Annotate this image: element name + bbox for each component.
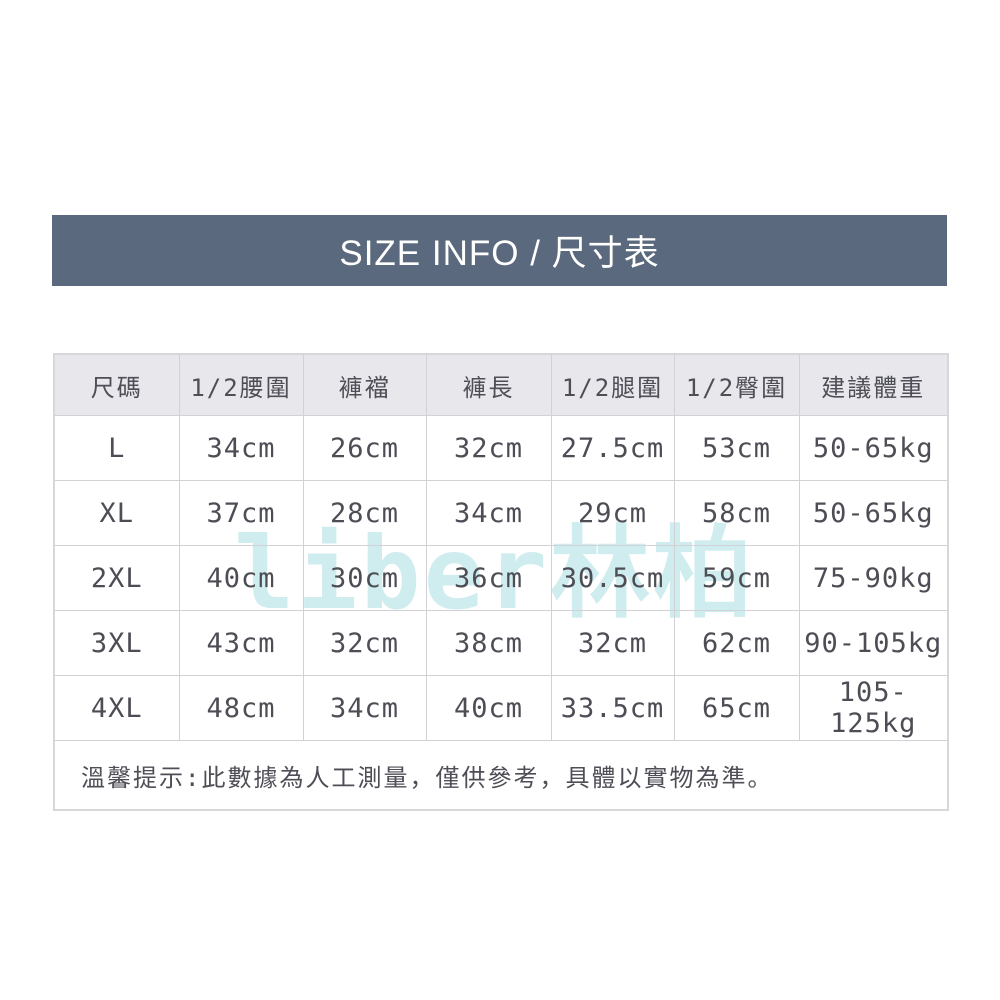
size-table-head: 尺碼 1/2腰圍 褲襠 褲長 1/2腿圍 1/2臀圍 建議體重: [53, 353, 949, 416]
table-row: L 34cm 26cm 32cm 27.5cm 53cm 50-65kg: [53, 415, 949, 481]
note-row: 溫馨提示:此數據為人工測量，僅供參考，具體以實物為準。: [53, 740, 949, 811]
size-cell: L: [53, 415, 180, 481]
size-cell: 2XL: [53, 545, 180, 611]
header-cell: 褲長: [425, 353, 552, 416]
header-cell: 1/2腰圍: [178, 353, 304, 416]
measure-cell: 30cm: [302, 545, 427, 611]
table-row: 2XL 40cm 30cm 36cm 30.5cm 59cm 75-90kg: [53, 545, 949, 611]
table-row: 3XL 43cm 32cm 38cm 32cm 62cm 90-105kg: [53, 610, 949, 676]
measure-cell: 27.5cm: [550, 415, 675, 481]
size-table-body: L 34cm 26cm 32cm 27.5cm 53cm 50-65kg XL 37cm 28cm…: [53, 415, 949, 811]
measure-cell: 34cm: [425, 480, 552, 546]
banner-title: SIZE INFO / 尺寸表: [339, 234, 660, 273]
measure-cell: 65cm: [673, 675, 800, 741]
size-table: 尺碼 1/2腰圍 褲襠 褲長 1/2腿圍 1/2臀圍 建議體重 L 34cm 26cm 32cm 2…: [53, 353, 949, 811]
measure-cell: 32cm: [302, 610, 427, 676]
header-cell: 1/2腿圍: [550, 353, 675, 416]
measure-cell: 26cm: [302, 415, 427, 481]
measure-cell: 28cm: [302, 480, 427, 546]
header-cell: 建議體重: [798, 353, 949, 416]
table-row: XL 37cm 28cm 34cm 29cm 58cm 50-65kg: [53, 480, 949, 546]
measure-cell: 40cm: [178, 545, 304, 611]
measure-cell: 40cm: [425, 675, 552, 741]
header-cell: 褲襠: [302, 353, 427, 416]
size-cell: XL: [53, 480, 180, 546]
measure-cell: 50-65kg: [798, 415, 949, 481]
measure-cell: 43cm: [178, 610, 304, 676]
size-cell: 3XL: [53, 610, 180, 676]
header-row: 尺碼 1/2腰圍 褲襠 褲長 1/2腿圍 1/2臀圍 建議體重: [53, 353, 949, 416]
measure-cell: 34cm: [178, 415, 304, 481]
measure-cell: 75-90kg: [798, 545, 949, 611]
measure-cell: 36cm: [425, 545, 552, 611]
table-row: 4XL 48cm 34cm 40cm 33.5cm 65cm 105-125kg: [53, 675, 949, 741]
measure-cell: 29cm: [550, 480, 675, 546]
measure-cell: 33.5cm: [550, 675, 675, 741]
measure-cell: 59cm: [673, 545, 800, 611]
size-cell: 4XL: [53, 675, 180, 741]
measure-cell: 32cm: [425, 415, 552, 481]
header-cell: 尺碼: [53, 353, 180, 416]
measure-cell: 90-105kg: [798, 610, 949, 676]
measure-cell: 58cm: [673, 480, 800, 546]
measure-cell: 48cm: [178, 675, 304, 741]
note-text: 溫馨提示:此數據為人工測量，僅供參考，具體以實物為準。: [53, 740, 949, 811]
measure-cell: 30.5cm: [550, 545, 675, 611]
measure-cell: 32cm: [550, 610, 675, 676]
measure-cell: 37cm: [178, 480, 304, 546]
size-info-banner: SIZE INFO / 尺寸表: [52, 215, 947, 286]
measure-cell: 53cm: [673, 415, 800, 481]
measure-cell: 38cm: [425, 610, 552, 676]
measure-cell: 34cm: [302, 675, 427, 741]
header-cell: 1/2臀圍: [673, 353, 800, 416]
measure-cell: 50-65kg: [798, 480, 949, 546]
measure-cell: 62cm: [673, 610, 800, 676]
measure-cell: 105-125kg: [798, 675, 949, 741]
